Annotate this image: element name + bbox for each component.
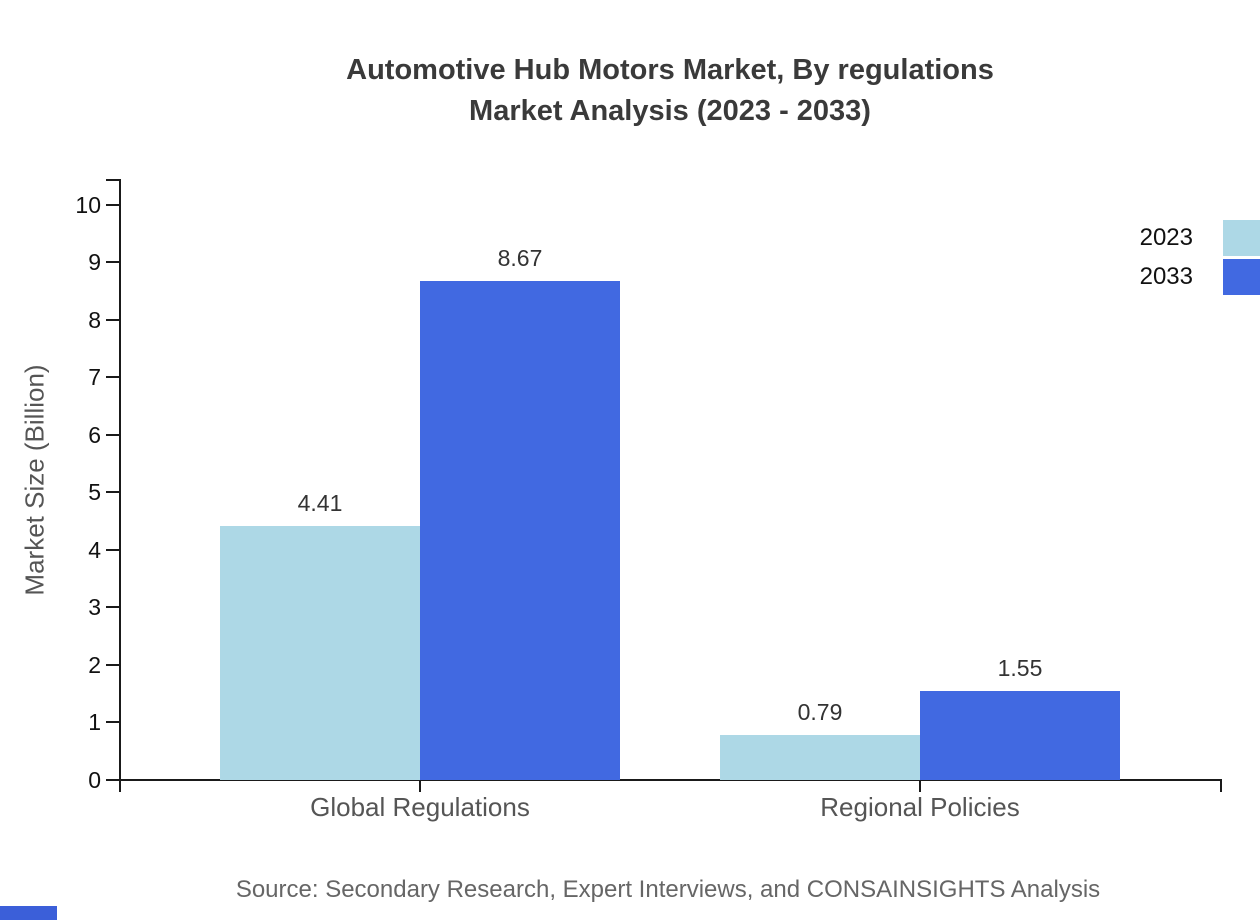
category-label-global-regulations: Global Regulations bbox=[310, 792, 530, 822]
bar-2033-global-regulations bbox=[420, 281, 620, 780]
value-label-2033-regional-policies: 1.55 bbox=[997, 655, 1043, 681]
y-tick bbox=[106, 261, 119, 264]
y-tick bbox=[106, 318, 119, 321]
y-tick-label: 1 bbox=[88, 709, 101, 736]
y-tick-label: 9 bbox=[88, 249, 101, 276]
bar-2023-regional-policies bbox=[720, 735, 920, 780]
source-note: Source: Secondary Research, Expert Inter… bbox=[235, 876, 1101, 903]
y-tick-label: 3 bbox=[88, 594, 101, 621]
y-tick bbox=[106, 433, 119, 436]
value-label-2033-global-regulations: 8.67 bbox=[497, 245, 543, 271]
x-axis-line bbox=[119, 779, 1222, 781]
y-tick-label: 0 bbox=[88, 767, 101, 793]
chart-title: Automotive Hub Motors Market, By regulat… bbox=[0, 50, 1260, 132]
category-label-regional-policies: Regional Policies bbox=[820, 792, 1020, 822]
y-tick bbox=[106, 779, 119, 781]
chart-title-line2: Market Analysis (2023 - 2033) bbox=[469, 95, 871, 127]
y-tick-label: 10 bbox=[75, 191, 101, 218]
x-axis-left-end-tick bbox=[119, 779, 121, 792]
y-axis-end-cap bbox=[106, 179, 119, 181]
y-tick bbox=[106, 203, 119, 206]
brand-mark-icon bbox=[0, 906, 57, 920]
y-tick-label: 5 bbox=[88, 479, 101, 506]
y-tick-label: 7 bbox=[88, 364, 101, 391]
y-tick-label: 8 bbox=[88, 306, 101, 333]
value-label-2023-global-regulations: 4.41 bbox=[297, 490, 343, 516]
y-tick-label: 4 bbox=[88, 536, 101, 563]
bar-2033-regional-policies bbox=[920, 691, 1120, 780]
y-tick-label: 2 bbox=[88, 651, 101, 678]
y-tick-label: 6 bbox=[88, 421, 101, 448]
y-tick bbox=[106, 606, 119, 609]
y-axis-line bbox=[119, 179, 121, 782]
x-axis-right-end-tick bbox=[1220, 779, 1222, 792]
legend-swatch-2023 bbox=[1223, 220, 1260, 256]
legend-label-2033: 2033 bbox=[1139, 263, 1193, 290]
x-tick-global-regulations bbox=[419, 779, 421, 792]
value-label-2023-regional-policies: 0.79 bbox=[797, 699, 843, 725]
legend-label-2023: 2023 bbox=[1139, 224, 1193, 251]
y-tick bbox=[106, 721, 119, 724]
x-tick-regional-policies bbox=[919, 779, 921, 792]
bar-2023-global-regulations bbox=[220, 526, 420, 780]
y-tick bbox=[106, 376, 119, 379]
y-tick bbox=[106, 548, 119, 551]
chart-title-line1: Automotive Hub Motors Market, By regulat… bbox=[346, 54, 994, 86]
y-tick bbox=[106, 491, 119, 494]
y-tick bbox=[106, 663, 119, 666]
legend-swatch-2033 bbox=[1223, 259, 1260, 295]
